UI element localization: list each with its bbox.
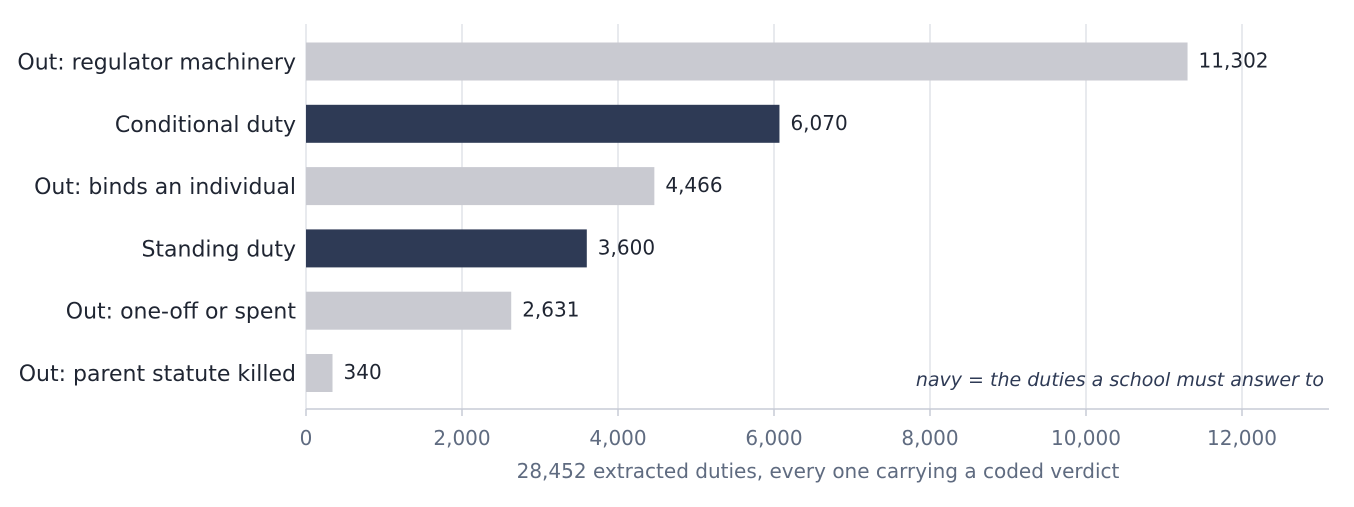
data-label: 340 bbox=[344, 360, 382, 384]
data-label: 4,466 bbox=[665, 173, 722, 197]
bar bbox=[306, 229, 587, 268]
x-tick-label: 0 bbox=[300, 426, 313, 450]
bar bbox=[306, 291, 512, 330]
data-label: 11,302 bbox=[1199, 49, 1269, 73]
x-tick-label: 2,000 bbox=[433, 426, 490, 450]
bar bbox=[306, 42, 1188, 81]
category-label: Out: parent statute killed bbox=[19, 362, 296, 387]
chart-annotation: navy = the duties a school must answer t… bbox=[916, 369, 1324, 391]
category-label: Out: one-off or spent bbox=[66, 300, 297, 325]
x-tick-label: 12,000 bbox=[1207, 426, 1277, 450]
category-label: Conditional duty bbox=[115, 113, 296, 138]
x-axis: 0 2,000 4,000 6,000 8,000 10,000 12,000 bbox=[300, 408, 1329, 450]
category-label: Out: regulator machinery bbox=[17, 51, 296, 76]
data-label: 6,070 bbox=[790, 111, 847, 135]
x-tick-label: 10,000 bbox=[1051, 426, 1121, 450]
bar bbox=[306, 167, 655, 206]
data-label: 3,600 bbox=[598, 235, 655, 259]
x-tick-label: 8,000 bbox=[901, 426, 958, 450]
data-label: 2,631 bbox=[522, 298, 579, 322]
x-tick-label: 4,000 bbox=[589, 426, 646, 450]
gridlines bbox=[305, 24, 1243, 409]
category-label: Out: binds an individual bbox=[34, 175, 296, 200]
bar bbox=[306, 354, 333, 392]
x-tick-label: 6,000 bbox=[745, 426, 802, 450]
x-axis-title: 28,452 extracted duties, every one carry… bbox=[517, 459, 1120, 483]
category-label: Standing duty bbox=[141, 237, 296, 262]
bars: Out: regulator machinery 11,302 Conditiona… bbox=[17, 42, 1269, 392]
bar bbox=[306, 104, 780, 143]
